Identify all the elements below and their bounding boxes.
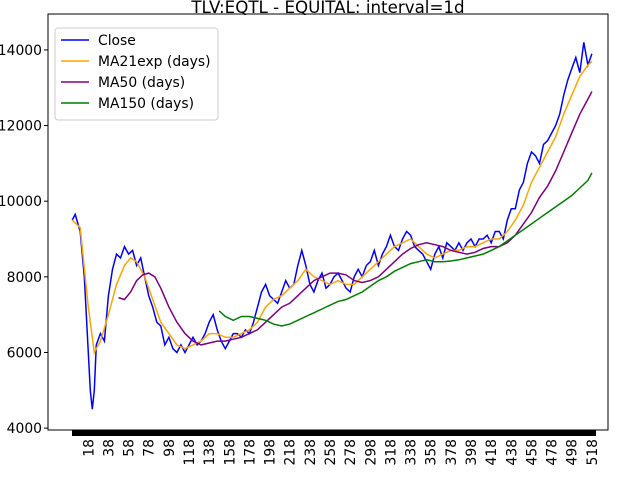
plot-frame: [47, 13, 609, 431]
minor-tick-band: [72, 430, 596, 436]
x-tick-label: 378: [444, 439, 460, 466]
x-tick-label: 258: [323, 439, 339, 466]
x-tick-label: 418: [484, 439, 500, 466]
x-tick-label: 498: [565, 439, 581, 466]
x-tick-label: 478: [545, 439, 561, 466]
y-tick-label: 4000: [7, 421, 42, 437]
x-tick-label: 518: [585, 439, 601, 466]
x-tick-label: 338: [404, 439, 420, 466]
x-tick-label: 218: [283, 439, 299, 466]
legend-label: MA50 (days): [98, 75, 185, 91]
x-tick-label: 58: [122, 439, 138, 457]
y-tick-label: 8000: [7, 270, 42, 286]
chart-title: TLV:EQTL - EQUITAL: interval=1d: [190, 0, 464, 17]
legend-box: [54, 27, 219, 121]
line-0: [71, 42, 593, 410]
legend-label: MA21exp (days): [98, 54, 211, 70]
y-tick-label: 6000: [7, 345, 42, 361]
x-tick-label: 98: [162, 439, 178, 457]
x-tick-label: 118: [182, 439, 198, 466]
x-tick-label: 18: [81, 439, 97, 457]
x-tick-label: 318: [383, 439, 399, 466]
x-tick-label: 438: [504, 439, 520, 466]
legend-label: Close: [98, 33, 136, 49]
x-tick-label: 358: [424, 439, 440, 466]
x-tick-label: 278: [343, 439, 359, 466]
x-tick-label: 238: [303, 439, 319, 466]
x-tick-label: 158: [222, 439, 238, 466]
x-tick-label: 398: [464, 439, 480, 466]
y-tick-label: 14000: [0, 43, 42, 59]
x-tick-label: 458: [524, 439, 540, 466]
x-tick-label: 298: [363, 439, 379, 466]
x-tick-label: 178: [242, 439, 258, 466]
y-tick-label: 10000: [0, 194, 42, 210]
legend-label: MA150 (days): [98, 96, 194, 112]
x-tick-label: 38: [101, 439, 117, 457]
x-tick-label: 198: [263, 439, 279, 466]
x-tick-label: 78: [142, 439, 158, 457]
y-tick-label: 12000: [0, 119, 42, 135]
line-1: [71, 60, 593, 355]
line-3: [218, 172, 593, 327]
x-tick-label: 138: [202, 439, 218, 466]
